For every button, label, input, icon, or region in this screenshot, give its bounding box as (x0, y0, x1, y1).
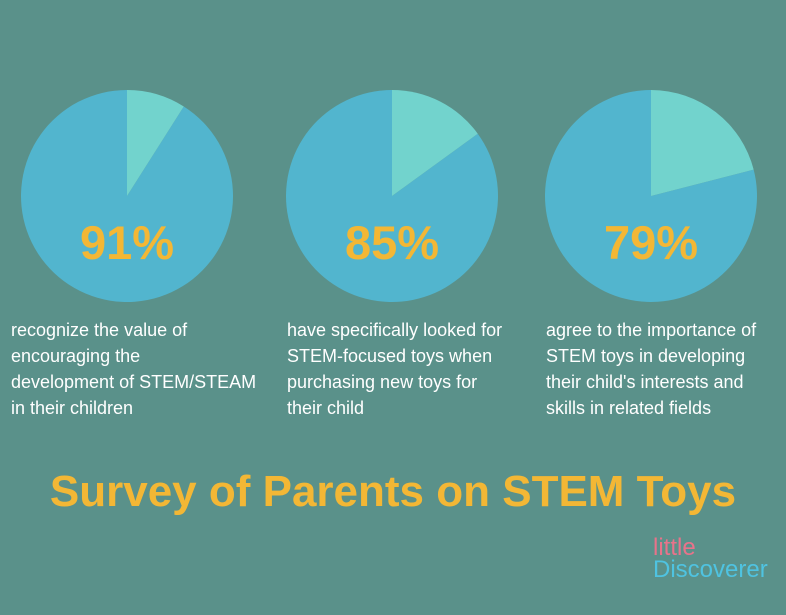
description: have specifically looked for STEM-focuse… (287, 317, 502, 421)
pie-chart-85 (286, 90, 498, 302)
description-line: agree to the importance of (546, 320, 757, 340)
description: recognize the value of encouraging the d… (11, 317, 256, 421)
description-line: their child's interests and (546, 372, 744, 392)
description-line: STEM-focused toys when (287, 346, 493, 366)
percent-label: 79% (603, 216, 699, 269)
logo-word-little: little (653, 534, 696, 561)
pie-chart-79 (545, 90, 757, 302)
pie-slice-main (21, 90, 233, 302)
description-line: in their children (11, 398, 134, 418)
description-line: STEM toys in developing (546, 346, 746, 366)
pie-slice-minor (392, 90, 478, 196)
infographic-title: Survey of Parents on STEM Toys (49, 467, 737, 516)
description-line: recognize the value of (11, 320, 188, 340)
pie-slice-minor (651, 90, 754, 196)
pie-slice-minor (127, 90, 184, 196)
percent-label: 91% (79, 216, 175, 269)
percent-label: 85% (344, 216, 440, 269)
description-line: skills in related fields (546, 398, 712, 418)
description-line: development of STEM/STEAM (11, 372, 257, 392)
description-line: encouraging the (11, 346, 141, 366)
description-line: their child (287, 398, 365, 418)
description-line: have specifically looked for (287, 320, 503, 340)
description: agree to the importance of STEM toys in … (546, 317, 756, 421)
description-line: purchasing new toys for (287, 372, 478, 392)
logo-word-discoverer: Discoverer (653, 556, 768, 583)
pie-chart-91 (21, 90, 233, 302)
